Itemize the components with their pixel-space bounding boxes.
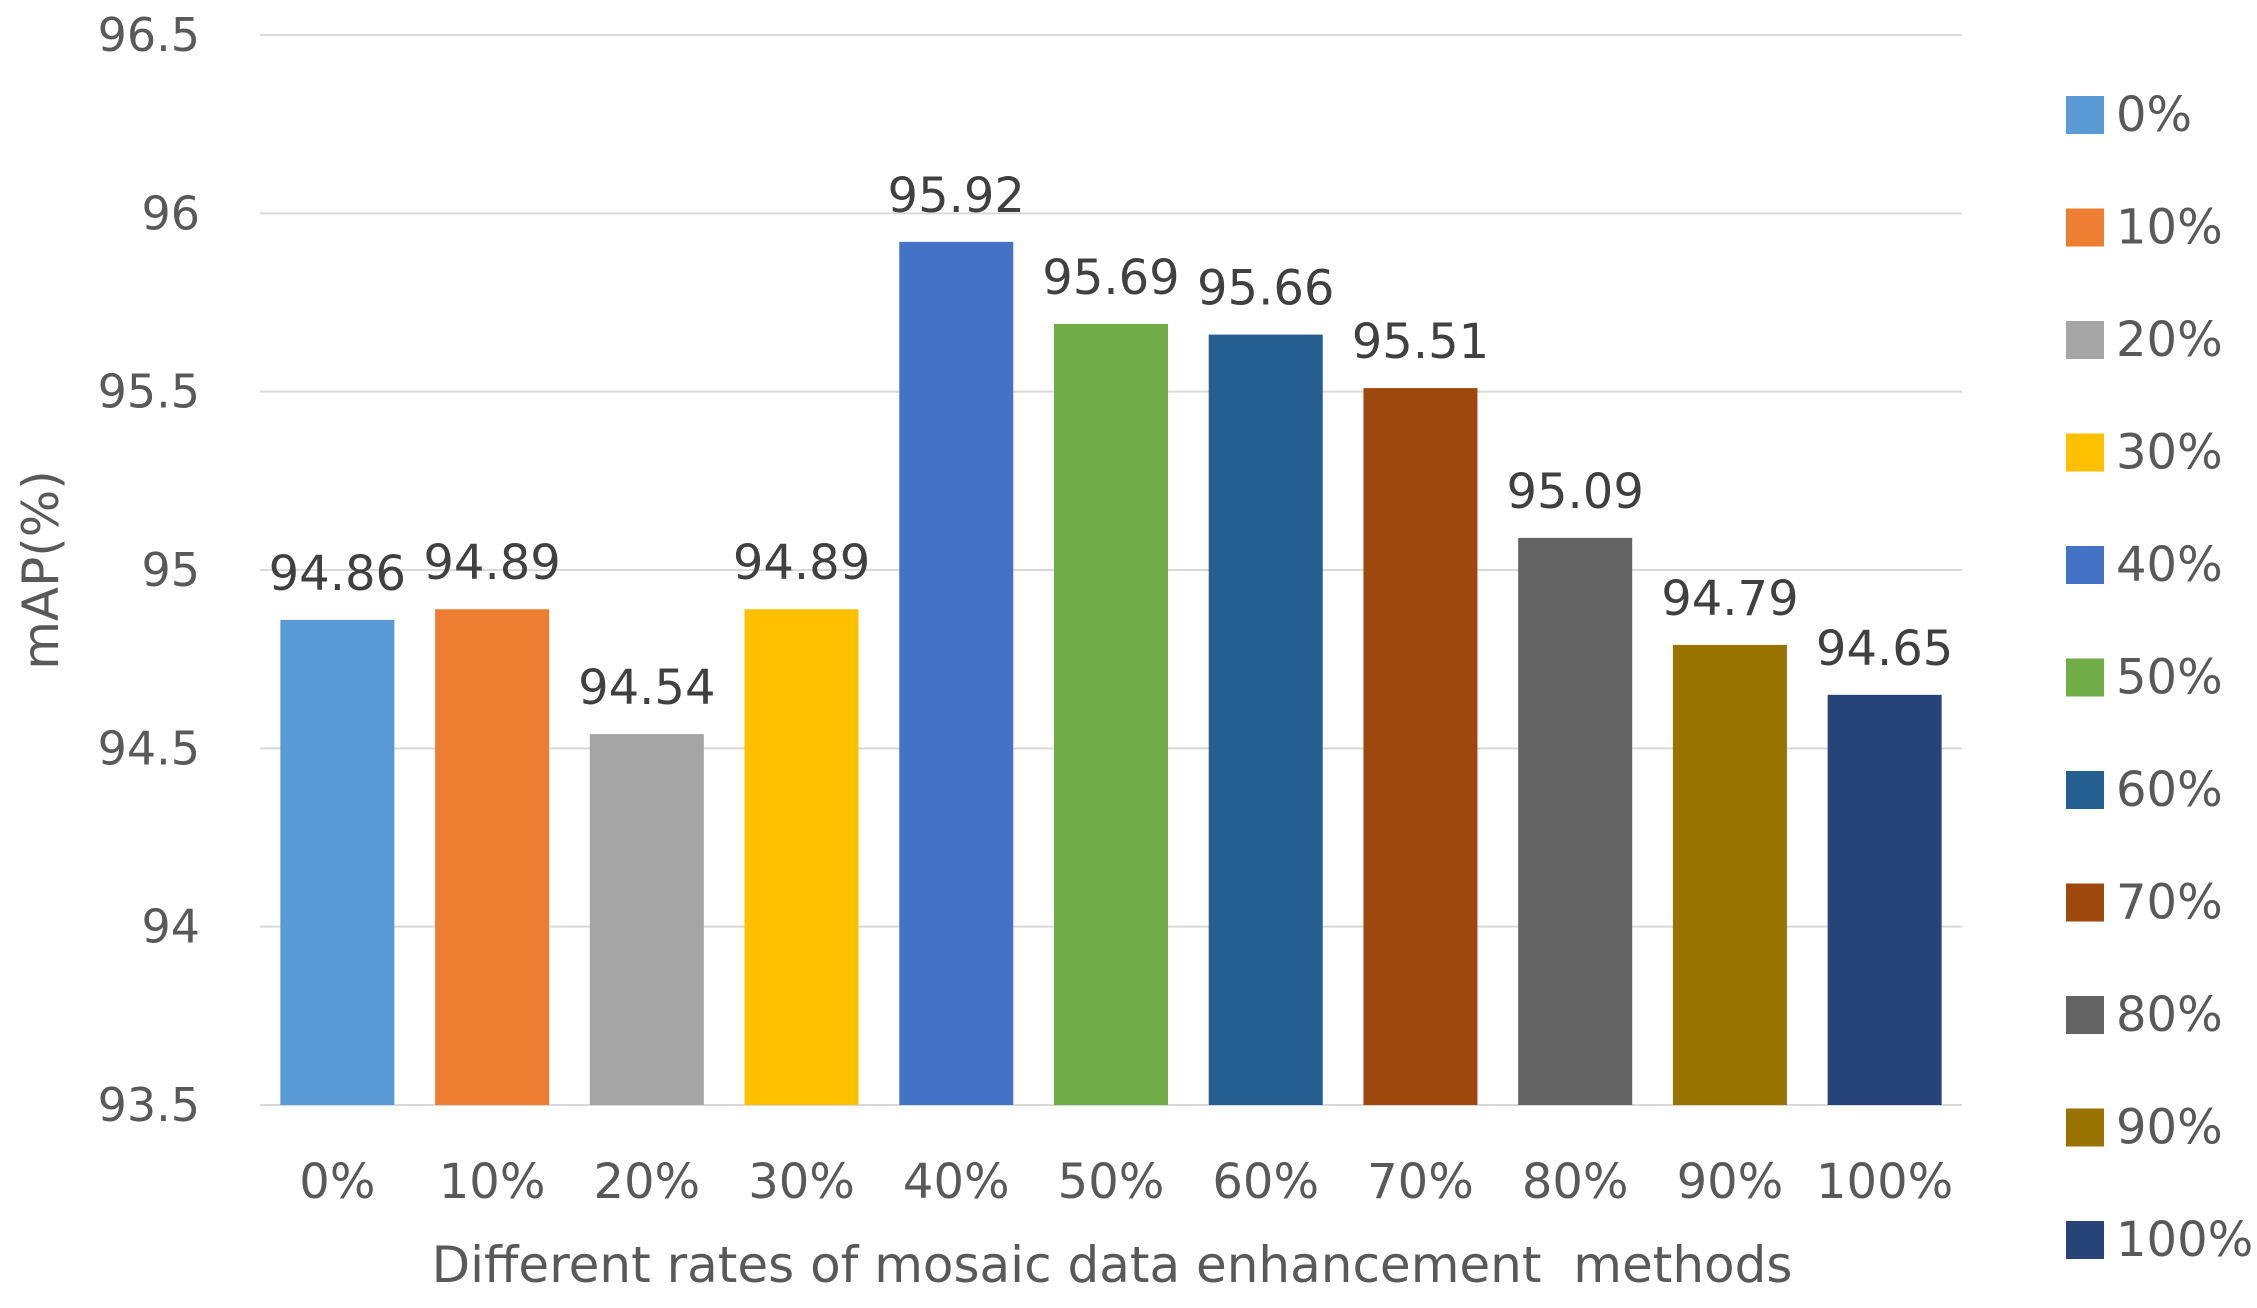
legend-label: 60% [2116, 762, 2223, 818]
legend-label: 100% [2116, 1212, 2253, 1268]
x-tick-label: 50% [1058, 1154, 1165, 1210]
bar [1054, 323, 1168, 1105]
bar [899, 241, 1014, 1105]
data-label: 94.54 [578, 660, 715, 716]
y-tick-label: 95.5 [98, 365, 200, 419]
legend-swatch [2066, 996, 2104, 1034]
legend-swatch [2066, 546, 2104, 584]
legend-label: 80% [2116, 987, 2223, 1043]
data-labels: 94.86 94.89 94.54 94.89 95.92 95.69 95.66 95.51… [269, 168, 1954, 716]
legend-label: 70% [2116, 875, 2223, 931]
x-tick-label: 80% [1522, 1154, 1629, 1210]
bar [1208, 334, 1323, 1106]
bar [589, 734, 704, 1105]
bar [744, 609, 859, 1105]
legend-item: 80% [2066, 987, 2223, 1043]
legend-item: 100% [2066, 1212, 2253, 1268]
bar [1827, 694, 1942, 1105]
bars [280, 241, 1942, 1106]
data-label: 94.79 [1661, 571, 1798, 627]
data-label: 95.51 [1352, 314, 1489, 370]
legend-swatch [2066, 658, 2104, 697]
legend-swatch [2066, 208, 2104, 247]
legend-item: 10% [2066, 200, 2223, 256]
data-label: 95.66 [1197, 261, 1334, 317]
legend-label: 10% [2116, 200, 2223, 256]
legend-item: 50% [2066, 650, 2223, 706]
data-label: 95.69 [1042, 250, 1179, 306]
data-label: 94.89 [423, 535, 560, 591]
x-tick-label: 70% [1367, 1154, 1474, 1210]
bar [1518, 537, 1633, 1105]
legend-item: 0% [2066, 87, 2192, 143]
y-tick-label: 96.5 [98, 8, 200, 62]
x-tick-label: 30% [748, 1154, 855, 1210]
x-tick-label: 20% [593, 1154, 700, 1210]
y-tick-label: 96 [141, 186, 200, 240]
y-tick-label: 93.5 [98, 1078, 200, 1132]
legend-label: 50% [2116, 650, 2223, 706]
y-tick-label: 94.5 [98, 721, 200, 775]
legend-swatch [2066, 883, 2104, 922]
x-tick-label: 100% [1816, 1154, 1953, 1210]
legend-swatch [2066, 771, 2104, 809]
x-tick-label: 90% [1677, 1154, 1784, 1210]
legend-label: 40% [2116, 537, 2223, 593]
legend: 0% 10% 20% 30% 40% 50% 60% 70% 80% 90% 100% [2066, 87, 2253, 1268]
y-tick-label: 94 [141, 900, 200, 954]
bar [1672, 644, 1787, 1105]
legend-swatch [2066, 96, 2104, 134]
legend-swatch [2066, 1108, 2104, 1147]
legend-item: 70% [2066, 875, 2223, 931]
bar [435, 609, 550, 1105]
legend-item: 90% [2066, 1100, 2223, 1156]
data-label: 94.86 [269, 546, 406, 602]
legend-item: 20% [2066, 312, 2223, 368]
data-label: 95.92 [888, 168, 1025, 224]
x-tick-label: 60% [1212, 1154, 1319, 1210]
bar [1363, 388, 1478, 1106]
x-tick-labels: 0% 10% 20% 30% 40% 50% 60% 70% 80% 90% 100% [299, 1154, 1953, 1210]
legend-swatch [2066, 1221, 2104, 1259]
data-label: 94.89 [733, 535, 870, 591]
legend-label: 0% [2116, 87, 2192, 143]
legend-label: 20% [2116, 312, 2223, 368]
y-tick-label: 95 [141, 543, 200, 597]
legend-label: 90% [2116, 1100, 2223, 1156]
y-axis-title: mAP(%) [12, 470, 70, 670]
legend-item: 60% [2066, 762, 2223, 818]
x-axis-title: Different rates of mosaic data enhanceme… [432, 1236, 1793, 1294]
legend-item: 40% [2066, 537, 2223, 593]
legend-swatch [2066, 433, 2104, 472]
legend-swatch [2066, 321, 2104, 359]
data-label: 95.09 [1506, 464, 1643, 520]
x-tick-label: 40% [903, 1154, 1010, 1210]
x-tick-label: 10% [439, 1154, 546, 1210]
y-tick-labels: 93.5 94 94.5 95 95.5 96 96.5 [98, 8, 200, 1132]
data-label: 94.65 [1816, 621, 1953, 677]
bar [280, 619, 395, 1105]
legend-item: 30% [2066, 425, 2223, 481]
legend-label: 30% [2116, 425, 2223, 481]
x-tick-label: 0% [299, 1154, 375, 1210]
